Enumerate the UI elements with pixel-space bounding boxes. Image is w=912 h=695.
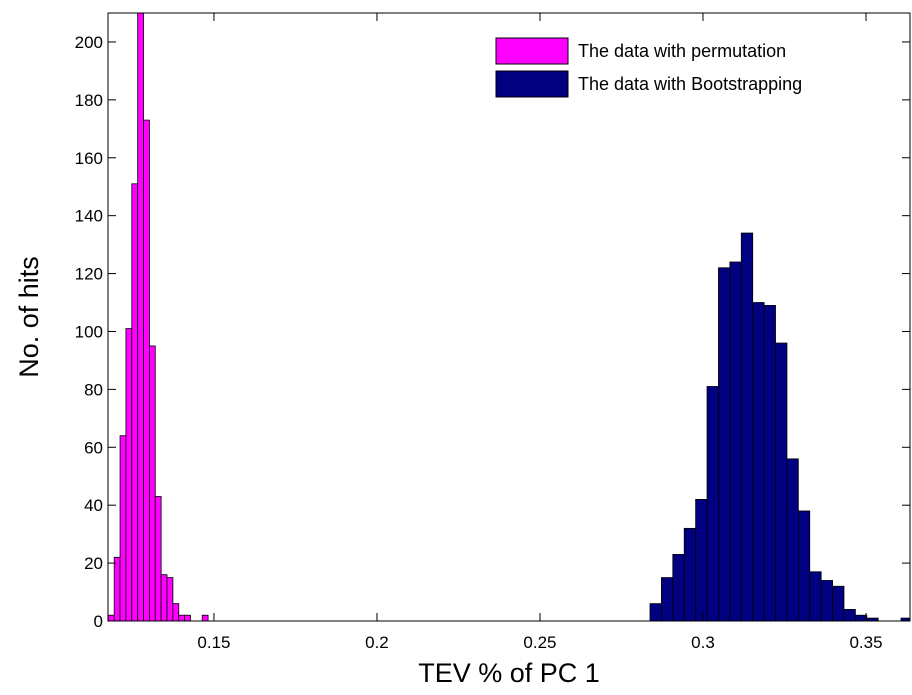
- legend: The data with permutation The data with …: [495, 37, 802, 98]
- bar-bootstrapping: [672, 554, 685, 622]
- y-tick-label: 0: [94, 612, 103, 631]
- x-tick-label: 0.2: [365, 633, 389, 652]
- y-tick-label: 60: [84, 438, 103, 457]
- bar-permutation: [172, 603, 180, 622]
- legend-swatch-permutation: [495, 37, 569, 65]
- legend-label-permutation: The data with permutation: [578, 41, 786, 61]
- x-axis-title: TEV % of PC 1: [418, 658, 600, 688]
- bar-permutation: [107, 614, 115, 622]
- bar-bootstrapping: [820, 580, 833, 622]
- bar-bootstrapping: [843, 609, 856, 622]
- bar-bootstrapping: [706, 386, 719, 622]
- bar-permutation: [113, 556, 121, 622]
- bar-bootstrapping: [775, 342, 788, 622]
- x-tick-label: 0.35: [849, 633, 882, 652]
- bar-bootstrapping: [752, 302, 765, 622]
- x-tick-labels: 0.15 0.2 0.25 0.3 0.35: [197, 633, 882, 652]
- bar-permutation: [201, 614, 209, 622]
- y-axis-title: No. of hits: [14, 256, 44, 378]
- x-tick-label: 0.25: [523, 633, 556, 652]
- bar-bootstrapping: [786, 458, 799, 622]
- bar-permutation: [143, 119, 150, 622]
- bar-permutation: [125, 328, 133, 622]
- y-tick-label: 40: [84, 496, 103, 515]
- bar-permutation: [131, 183, 139, 622]
- bar-bootstrapping: [661, 577, 674, 622]
- y-tick-label: 100: [75, 322, 103, 341]
- y-tick-label: 160: [75, 149, 103, 168]
- bar-bootstrapping: [763, 305, 776, 622]
- bar-bootstrapping: [797, 510, 811, 622]
- legend-swatch-bootstrapping: [495, 70, 569, 98]
- bar-bootstrapping: [683, 527, 697, 622]
- bar-permutation: [119, 435, 127, 622]
- y-tick-labels: 0 20 40 60 80 100 120 140 160 180 200: [75, 33, 103, 631]
- bar-bootstrapping: [718, 267, 731, 622]
- plot-frame: [107, 12, 911, 622]
- y-tick-label: 20: [84, 554, 103, 573]
- bar-permutation: [184, 614, 191, 622]
- bar-permutation: [137, 12, 144, 622]
- y-tick-label: 200: [75, 33, 103, 52]
- bar-permutation: [178, 614, 186, 622]
- y-tick-label: 80: [84, 380, 103, 399]
- bar-bootstrapping: [832, 585, 845, 622]
- bar-bootstrapping: [740, 232, 754, 622]
- x-tick-label: 0.15: [197, 633, 230, 652]
- y-tick-label: 140: [75, 207, 103, 226]
- bar-permutation: [166, 577, 174, 622]
- bar-bootstrapping: [809, 571, 822, 622]
- x-tick-label: 0.3: [691, 633, 715, 652]
- bar-permutation: [154, 496, 162, 622]
- bar-bootstrapping: [649, 603, 662, 622]
- legend-label-bootstrapping: The data with Bootstrapping: [578, 74, 802, 94]
- bar-bootstrapping: [854, 614, 868, 622]
- bar-bootstrapping: [729, 261, 742, 622]
- y-tick-label: 180: [75, 91, 103, 110]
- bar-permutation: [148, 345, 156, 622]
- bar-permutation: [160, 574, 168, 622]
- bar-bootstrapping: [695, 498, 708, 622]
- y-tick-label: 120: [75, 265, 103, 284]
